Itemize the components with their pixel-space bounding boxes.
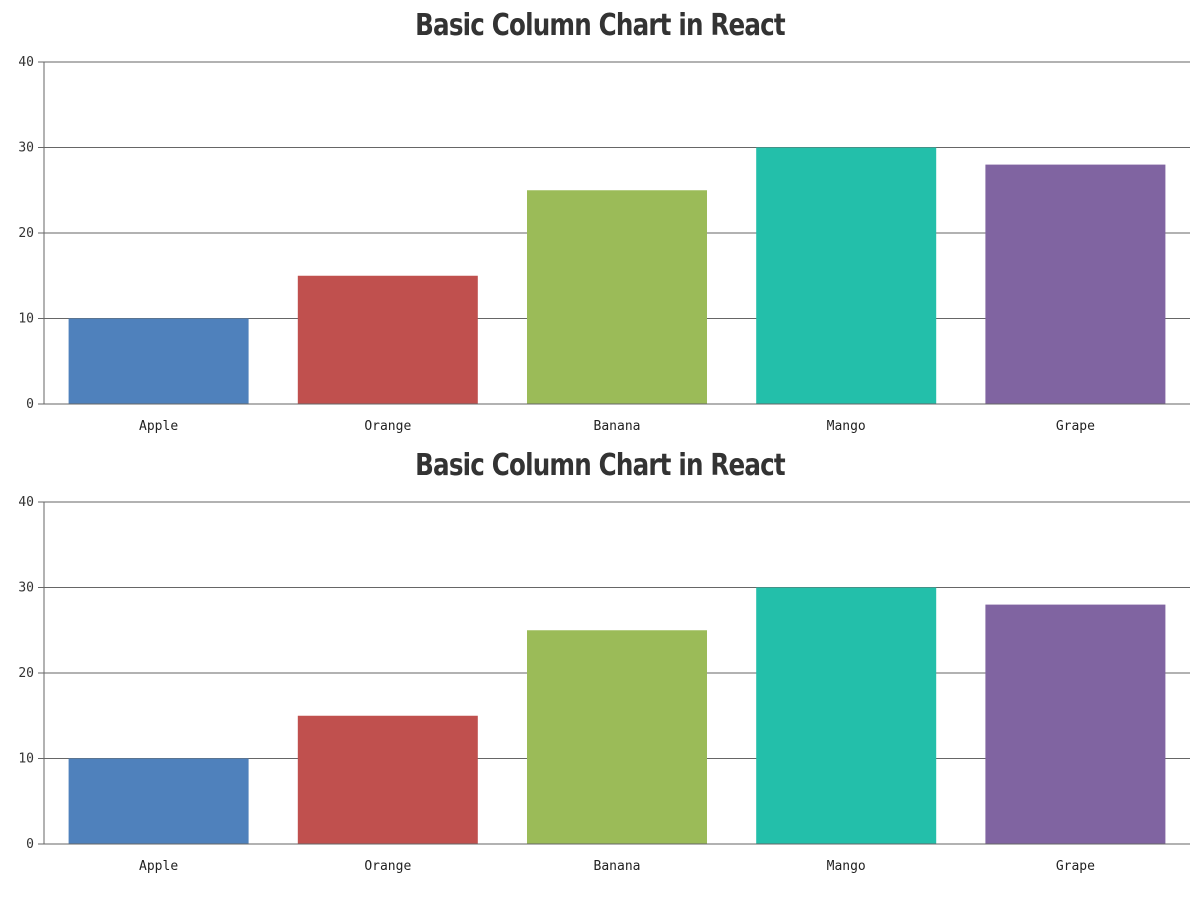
y-tick-label: 30 bbox=[18, 141, 34, 156]
bar-grape bbox=[985, 604, 1166, 844]
x-tick-label: Orange bbox=[364, 419, 411, 434]
chart-2: Basic Column Chart in React 0 10 20 30 40 App… bbox=[0, 440, 1200, 880]
bar-apple bbox=[68, 318, 249, 404]
x-tick-label: Grape bbox=[1056, 859, 1095, 874]
x-tick-label: Apple bbox=[139, 419, 178, 434]
chart-1: Basic Column Chart in React 0 10 20 30 40 App… bbox=[0, 0, 1200, 440]
y-tick-label: 10 bbox=[18, 312, 34, 327]
bar-grape bbox=[985, 164, 1166, 404]
chart-title: Basic Column Chart in React bbox=[415, 448, 786, 483]
y-tick-label: 0 bbox=[26, 837, 34, 852]
bar-apple bbox=[68, 758, 249, 844]
y-tick-label: 30 bbox=[18, 581, 34, 596]
y-tick-label: 0 bbox=[26, 397, 34, 412]
y-tick-label: 40 bbox=[18, 495, 34, 510]
x-tick-label: Banana bbox=[594, 419, 641, 434]
chart-plot: 0 10 20 30 40 Apple Orange Banana Mango Grape bbox=[18, 55, 1190, 434]
y-tick-label: 10 bbox=[18, 752, 34, 767]
bar-banana bbox=[527, 190, 707, 404]
bar-mango bbox=[756, 587, 937, 844]
y-tick-label: 20 bbox=[18, 666, 34, 681]
bar-mango bbox=[756, 147, 937, 404]
bar-banana bbox=[527, 630, 707, 844]
x-tick-label: Grape bbox=[1056, 419, 1095, 434]
bar-orange bbox=[297, 275, 478, 404]
x-tick-label: Banana bbox=[594, 859, 641, 874]
x-tick-label: Apple bbox=[139, 859, 178, 874]
x-tick-label: Mango bbox=[827, 859, 866, 874]
bar-orange bbox=[297, 715, 478, 844]
y-tick-label: 20 bbox=[18, 226, 34, 241]
x-tick-label: Orange bbox=[364, 859, 411, 874]
chart-plot: 0 10 20 30 40 Apple Orange Banana Mango Grape bbox=[18, 495, 1190, 874]
y-tick-label: 40 bbox=[18, 55, 34, 70]
chart-title: Basic Column Chart in React bbox=[415, 8, 786, 43]
x-tick-label: Mango bbox=[827, 419, 866, 434]
